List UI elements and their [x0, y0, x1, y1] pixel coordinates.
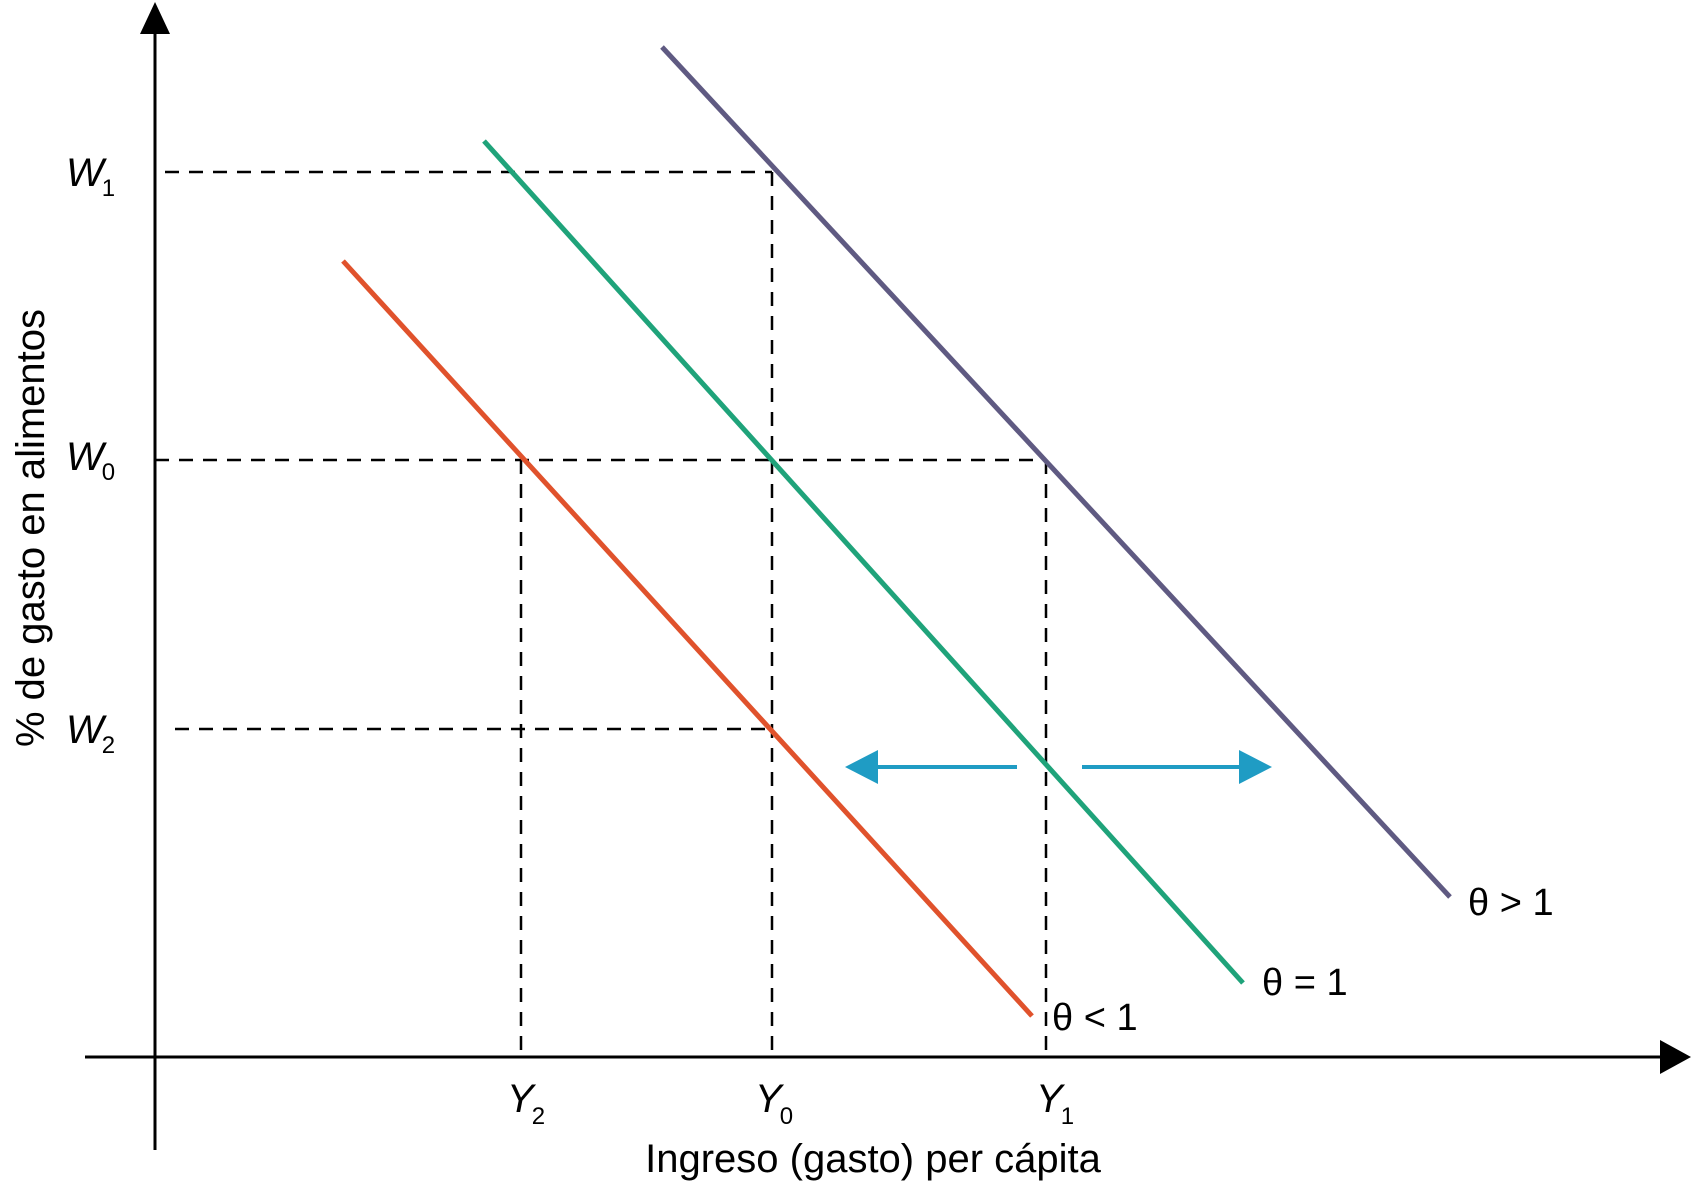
y-axis-title: % de gasto en alimentos	[9, 309, 53, 747]
shift-arrows	[845, 750, 1272, 784]
guide-lines	[155, 170, 1048, 1057]
curve-theta-greater-than-1	[660, 45, 1452, 899]
curve-label-theta-gt-1: θ > 1	[1468, 882, 1554, 924]
x-axis-arrowhead	[1660, 1040, 1691, 1074]
y-tick-w1: W1	[66, 151, 115, 202]
curve-theta-less-than-1	[341, 259, 1034, 1018]
curve-label-theta-lt-1: θ < 1	[1052, 997, 1138, 1039]
x-axis-title: Ingreso (gasto) per cápita	[645, 1137, 1102, 1181]
y-axis-arrowhead	[140, 2, 170, 34]
curves	[341, 45, 1452, 1018]
y-tick-w0: W0	[66, 435, 115, 486]
y-tick-labels: W1 W0 W2	[66, 151, 115, 759]
x-tick-y1: Y1	[1036, 1077, 1074, 1130]
axes	[85, 2, 1691, 1150]
shift-left-arrowhead	[845, 750, 878, 784]
y-tick-w2: W2	[66, 708, 115, 759]
curve-labels: θ > 1 θ = 1 θ < 1	[1052, 882, 1554, 1039]
x-tick-y0: Y0	[755, 1077, 793, 1130]
x-tick-y2: Y2	[507, 1077, 545, 1130]
curve-theta-equal-1	[482, 139, 1245, 985]
shift-right-arrowhead	[1239, 750, 1272, 784]
curve-label-theta-eq-1: θ = 1	[1262, 962, 1348, 1004]
x-tick-labels: Y2 Y0 Y1	[507, 1077, 1074, 1130]
